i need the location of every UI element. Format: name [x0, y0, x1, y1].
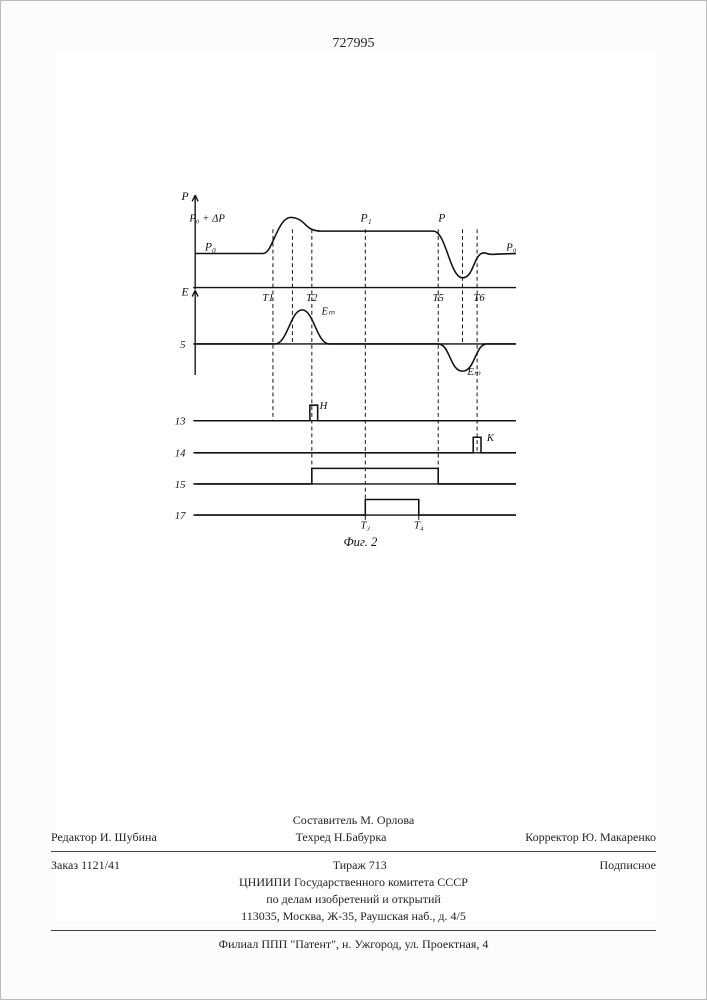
left-tick-E: 5 [180, 339, 186, 351]
left-tick-17: 17 [175, 510, 186, 522]
order-cell: Заказ 1121/41 [51, 858, 120, 873]
ylabel-P: P [181, 190, 189, 203]
left-tick-15: 15 [175, 479, 186, 491]
label-E-1: Eₘ [466, 366, 481, 378]
label-P-5: T1 [262, 292, 273, 304]
label-17-0: T₃ [360, 520, 370, 532]
curve-13 [195, 405, 516, 421]
divider-1 [51, 851, 656, 852]
left-tick-13: 13 [175, 416, 186, 428]
label-13-0: Н [319, 400, 329, 412]
compiler-label: Составитель [293, 813, 357, 827]
compiler-line: Составитель М. Орлова [51, 813, 656, 828]
corrector-cell: Корректор Ю. Макаренко [525, 830, 656, 845]
curve-17 [195, 499, 516, 515]
label-P-4: P₀ [505, 242, 516, 254]
page: 727995 PtP₀ + ΔPP₀P₁PP₀T1T2T5T6Et5EₘEₘt1… [0, 0, 707, 1000]
compiler-name: М. Орлова [360, 813, 414, 827]
divider-2 [51, 930, 656, 931]
label-P-8: T6 [473, 292, 485, 304]
credits-row: Редактор И. Шубина Техред Н.Бабурка Корр… [51, 830, 656, 845]
ylabel-E: E [181, 285, 189, 298]
publisher-2: по делам изобретений и открытий [51, 892, 656, 907]
label-E-0: Eₘ [321, 306, 336, 318]
curve-E [195, 310, 516, 371]
label-17-1: T₄ [414, 520, 424, 532]
label-14-0: К [486, 432, 495, 444]
publisher-1: ЦНИИПИ Государственного комитета СССР [51, 875, 656, 890]
curve-14 [195, 437, 516, 453]
signed-cell: Подписное [600, 858, 657, 873]
editor-cell: Редактор И. Шубина [51, 830, 157, 845]
tirazh-cell: Тираж 713 [333, 858, 387, 873]
address-1: 113035, Москва, Ж-35, Раушская наб., д. … [51, 909, 656, 924]
branch: Филиал ППП "Патент", н. Ужгород, ул. Про… [51, 937, 656, 952]
curve-P [195, 217, 516, 277]
curve-15 [195, 468, 516, 484]
label-P-2: P₁ [359, 211, 371, 224]
left-tick-14: 14 [175, 448, 186, 460]
label-P-0: P₀ + ΔP [188, 212, 225, 224]
figure-label: Фиг. 2 [344, 535, 379, 549]
patent-number: 727995 [1, 36, 706, 52]
meta-row: Заказ 1121/41 Тираж 713 Подписное [51, 858, 656, 873]
label-P-3: P [437, 211, 445, 224]
label-P-1: P₀ [204, 241, 216, 254]
footer: Составитель М. Орлова Редактор И. Шубина… [51, 811, 656, 954]
tech-cell: Техред Н.Бабурка [296, 830, 387, 845]
timing-diagram: PtP₀ + ΔPP₀P₁PP₀T1T2T5T6Et5EₘEₘt13Нt14Кt… [166, 131, 516, 551]
